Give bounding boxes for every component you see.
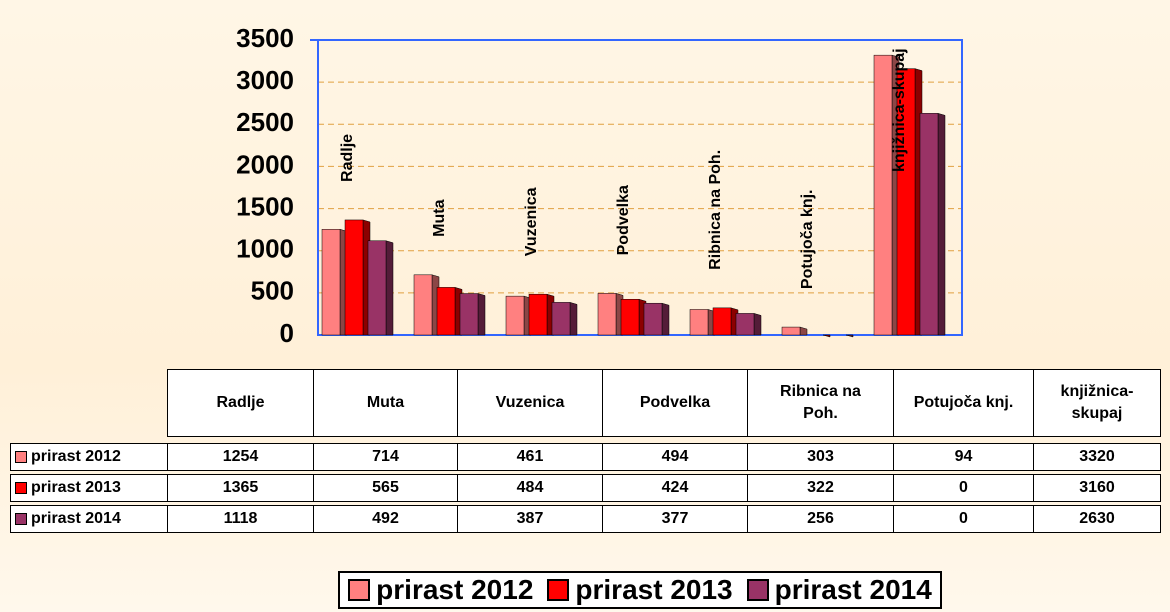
table-header-cell: Podvelka: [602, 369, 748, 437]
table-header-cell: Radlje: [167, 369, 314, 437]
table-value: 0: [893, 474, 1034, 502]
bar: [505, 295, 525, 336]
legend-swatch: [15, 513, 27, 525]
bar: [919, 113, 939, 336]
table-value: 387: [457, 505, 603, 533]
bar-side: [753, 313, 762, 336]
legend-item: prirast 2013: [547, 574, 733, 606]
legend-swatch: [15, 482, 27, 494]
row-label-cell: prirast 2012: [10, 443, 168, 471]
legend-item: prirast 2014: [746, 574, 932, 606]
bar-side: [477, 293, 486, 336]
bar-side: [822, 334, 831, 338]
y-tick-label: 2500: [236, 107, 294, 137]
table-value: 0: [893, 505, 1034, 533]
row-label: prirast 2014: [31, 510, 121, 527]
bar-side: [569, 302, 578, 336]
table-value: 424: [602, 474, 748, 502]
bar: [735, 313, 755, 336]
y-tick-label: 0: [280, 318, 294, 348]
bar-side: [845, 334, 854, 338]
bar: [528, 293, 548, 336]
table-value: 461: [457, 443, 603, 471]
header-text: Muta: [366, 394, 405, 411]
table-value: 303: [747, 443, 894, 471]
legend: prirast 2012 prirast 2013 prirast 2014: [338, 571, 942, 609]
row-label: prirast 2012: [31, 448, 121, 465]
table-header-cell: Vuzenica: [457, 369, 603, 437]
bar: [896, 68, 916, 336]
category-label: Vuzenica: [523, 187, 540, 256]
table-value: 322: [747, 474, 894, 502]
category-label: Radlje: [339, 134, 356, 182]
bar: [551, 302, 571, 336]
y-tick-label: 3000: [236, 65, 294, 95]
bar-side: [937, 112, 946, 336]
legend-swatch: [15, 451, 27, 463]
header-text: Vuzenica: [495, 394, 565, 411]
category-label: knjižnica-skupaj: [891, 48, 908, 172]
table-header-cell: Muta: [313, 369, 458, 437]
bar: [643, 302, 663, 336]
y-tick-label: 2000: [236, 149, 294, 179]
bar: [344, 219, 364, 336]
bar: [873, 54, 893, 336]
bar: [321, 229, 341, 336]
row-label-cell: prirast 2014: [10, 505, 168, 533]
bar-side: [799, 326, 808, 336]
legend-label: prirast 2013: [575, 574, 733, 605]
row-label: prirast 2013: [31, 479, 121, 496]
legend-swatch: [746, 579, 769, 601]
bar-side: [661, 302, 670, 336]
category-label: Potujoča knj.: [799, 189, 816, 289]
header-text: Ribnica na Poh.: [780, 383, 861, 422]
bar: [781, 326, 801, 336]
header-text: Potujoča knj.: [913, 394, 1014, 411]
bar: [413, 274, 433, 336]
legend-label: prirast 2012: [376, 574, 534, 605]
table-value: 1118: [167, 505, 314, 533]
table-value: 2630: [1033, 505, 1161, 533]
bar: [459, 293, 479, 336]
row-label-cell: prirast 2013: [10, 474, 168, 502]
category-label: Podvelka: [615, 185, 632, 255]
bar: [436, 287, 456, 336]
y-tick-label: 1000: [236, 234, 294, 264]
bar: [712, 307, 732, 336]
bar: [620, 299, 640, 336]
table-value: 1365: [167, 474, 314, 502]
table-value: 94: [893, 443, 1034, 471]
table-value: 565: [313, 474, 458, 502]
table-value: 494: [602, 443, 748, 471]
table-value: 3320: [1033, 443, 1161, 471]
table-value: 256: [747, 505, 894, 533]
bar: [689, 309, 709, 336]
table-value: 714: [313, 443, 458, 471]
y-tick-label: 3500: [236, 23, 294, 53]
table-header-cell: Potujoča knj.: [893, 369, 1034, 437]
table-value: 3160: [1033, 474, 1161, 502]
y-tick-label: 500: [251, 276, 294, 306]
table-value: 484: [457, 474, 603, 502]
table-value: 492: [313, 505, 458, 533]
bar: [597, 293, 617, 336]
bar: [367, 240, 387, 336]
table-header-cell: Ribnica na Poh.: [747, 369, 894, 437]
table-value: 1254: [167, 443, 314, 471]
category-label: Ribnica na Poh.: [707, 150, 724, 270]
legend-item: prirast 2012: [348, 574, 533, 606]
legend-swatch: [547, 579, 570, 601]
y-tick-label: 1500: [236, 191, 294, 221]
header-text: Radlje: [216, 394, 265, 411]
category-label: Muta: [431, 199, 448, 236]
table-header-cell: knjižnica-skupaj: [1033, 369, 1161, 437]
header-text: Podvelka: [639, 394, 711, 411]
header-text: knjižnica-skupaj: [1060, 383, 1134, 422]
legend-label: prirast 2014: [774, 574, 932, 605]
bar-side: [385, 240, 394, 336]
table-value: 377: [602, 505, 748, 533]
legend-swatch: [348, 579, 371, 601]
